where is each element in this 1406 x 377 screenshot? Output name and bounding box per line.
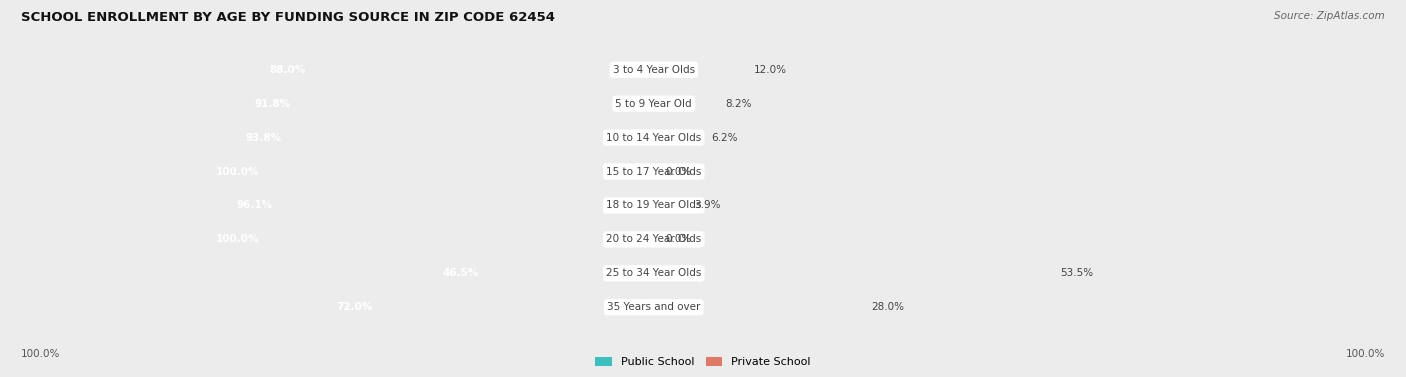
Text: 100.0%: 100.0% (1346, 349, 1385, 359)
Text: 3 to 4 Year Olds: 3 to 4 Year Olds (613, 65, 695, 75)
Text: 12.0%: 12.0% (754, 65, 786, 75)
Text: 88.0%: 88.0% (270, 65, 307, 75)
Text: 6.2%: 6.2% (711, 133, 737, 143)
Text: 53.5%: 53.5% (1060, 268, 1092, 278)
Legend: Public School, Private School: Public School, Private School (591, 352, 815, 371)
Text: 0.0%: 0.0% (665, 234, 692, 244)
Text: SCHOOL ENROLLMENT BY AGE BY FUNDING SOURCE IN ZIP CODE 62454: SCHOOL ENROLLMENT BY AGE BY FUNDING SOUR… (21, 11, 555, 24)
Text: 96.1%: 96.1% (236, 201, 273, 210)
Text: 18 to 19 Year Olds: 18 to 19 Year Olds (606, 201, 702, 210)
Text: 91.8%: 91.8% (254, 99, 290, 109)
Text: 25 to 34 Year Olds: 25 to 34 Year Olds (606, 268, 702, 278)
Text: 10 to 14 Year Olds: 10 to 14 Year Olds (606, 133, 702, 143)
Text: 28.0%: 28.0% (872, 302, 904, 312)
Text: 100.0%: 100.0% (217, 167, 260, 176)
Text: 93.8%: 93.8% (246, 133, 281, 143)
Text: 5 to 9 Year Old: 5 to 9 Year Old (616, 99, 692, 109)
Text: 8.2%: 8.2% (725, 99, 752, 109)
Text: 100.0%: 100.0% (217, 234, 260, 244)
Text: 0.0%: 0.0% (665, 167, 692, 176)
Text: 72.0%: 72.0% (336, 302, 373, 312)
Text: 35 Years and over: 35 Years and over (607, 302, 700, 312)
Text: Source: ZipAtlas.com: Source: ZipAtlas.com (1274, 11, 1385, 21)
Text: 15 to 17 Year Olds: 15 to 17 Year Olds (606, 167, 702, 176)
Text: 3.9%: 3.9% (693, 201, 720, 210)
Text: 100.0%: 100.0% (21, 349, 60, 359)
Text: 46.5%: 46.5% (443, 268, 478, 278)
Text: 20 to 24 Year Olds: 20 to 24 Year Olds (606, 234, 702, 244)
